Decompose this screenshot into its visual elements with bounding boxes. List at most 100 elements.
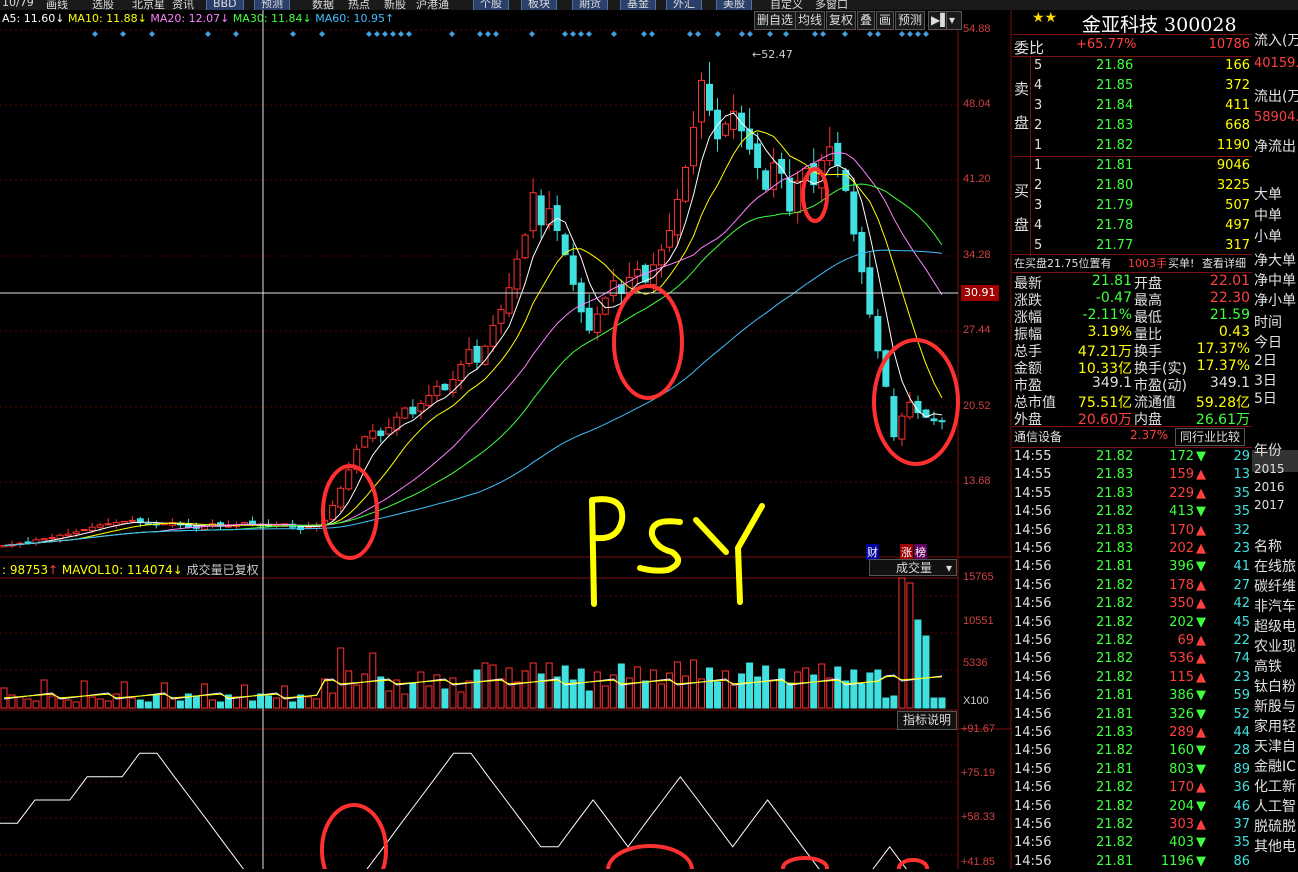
menu-item-10[interactable]: 沪港通 xyxy=(416,0,449,10)
menu-item-2[interactable]: 选股 xyxy=(92,0,114,10)
draw-button[interactable]: 画 xyxy=(876,11,895,30)
fund-flow-item[interactable]: 脱硫脱 xyxy=(1254,819,1296,835)
fund-flow-item[interactable]: 新股与 xyxy=(1254,699,1296,715)
ranking-badge[interactable]: 榜 xyxy=(914,544,927,560)
fund-flow-item[interactable]: 净流出 xyxy=(1254,139,1296,155)
menu-item-7[interactable]: 数据 xyxy=(312,0,334,10)
stat-value: 59.28亿 xyxy=(1195,395,1250,411)
buy-price[interactable]: 21.79 xyxy=(1096,198,1134,213)
sell-price[interactable]: 21.83 xyxy=(1096,118,1134,133)
fund-flow-item[interactable]: 流出(万 xyxy=(1254,89,1298,105)
volume-tick: 5336 xyxy=(963,657,988,669)
volume-bar xyxy=(938,697,946,709)
fund-flow-item[interactable]: 今日 xyxy=(1254,335,1282,351)
fund-flow-item[interactable]: 58904. xyxy=(1254,110,1298,125)
fund-flow-item[interactable]: 高铁 xyxy=(1254,659,1282,675)
forecast-button[interactable]: 预测 xyxy=(895,11,926,30)
candle-body xyxy=(465,349,473,365)
menu-item-8[interactable]: 热点 xyxy=(348,0,370,10)
finance-badge[interactable]: 财 xyxy=(866,544,879,560)
candle-body xyxy=(689,126,697,167)
fund-flow-item[interactable]: 5日 xyxy=(1254,391,1277,407)
menu-item-13[interactable]: 期货 xyxy=(572,0,608,10)
restore-rights-button[interactable]: 复权 xyxy=(826,11,857,30)
fund-flow-item[interactable]: 3日 xyxy=(1254,373,1277,389)
fund-flow-item[interactable]: 2日 xyxy=(1254,353,1277,369)
bid-note-row[interactable]: 在买盘21.75位置有 1003手 买单! 查看详细 xyxy=(1014,257,1246,270)
peer-compare-button[interactable]: 同行业比较 xyxy=(1175,428,1246,446)
limit-up-badge[interactable]: 涨 xyxy=(900,544,913,560)
menu-item-18[interactable]: 多窗口 xyxy=(815,0,848,10)
fund-flow-item[interactable]: 中单 xyxy=(1254,208,1282,224)
fund-flow-item[interactable]: 农业现 xyxy=(1254,639,1296,655)
del-watch-button[interactable]: 删自选 xyxy=(754,11,797,30)
fund-flow-item[interactable]: 时间 xyxy=(1254,315,1282,331)
buy-price[interactable]: 21.81 xyxy=(1096,158,1134,173)
buy-price[interactable]: 21.78 xyxy=(1096,218,1134,233)
menu-item-0[interactable]: 10/79 xyxy=(2,0,34,9)
fund-flow-item[interactable]: 大单 xyxy=(1254,187,1282,203)
fund-flow-item[interactable]: 流入(万 xyxy=(1254,33,1298,49)
fund-flow-item[interactable]: 在线旅 xyxy=(1254,559,1296,575)
candle-body xyxy=(858,231,866,273)
stat-value: 22.30 xyxy=(1209,290,1250,306)
signal-diamond xyxy=(715,31,721,37)
fund-flow-item[interactable]: 人工智 xyxy=(1254,799,1296,815)
fund-flow-item[interactable]: 非汽车 xyxy=(1254,599,1296,615)
tick-volume: 413 xyxy=(1169,504,1194,520)
fund-flow-item[interactable]: 年份 xyxy=(1254,443,1282,459)
candle-body xyxy=(385,427,393,435)
fund-flow-item[interactable]: 2016 xyxy=(1254,480,1285,494)
tick-time: 14:56 xyxy=(1014,577,1052,593)
fund-flow-item[interactable]: 其他电 xyxy=(1254,839,1296,855)
avg-line-button[interactable]: 均线 xyxy=(795,11,826,30)
fund-flow-item[interactable]: 40159. xyxy=(1254,56,1298,71)
menu-item-4[interactable]: 资讯 xyxy=(172,0,194,10)
menu-item-5[interactable]: BBD xyxy=(206,0,244,10)
fund-flow-item[interactable]: 家用轻 xyxy=(1254,719,1296,735)
volume-bar xyxy=(401,693,409,709)
volume-bar xyxy=(810,674,818,709)
fund-flow-item[interactable]: 金融IC xyxy=(1254,759,1296,775)
fund-flow-item[interactable]: 净小单 xyxy=(1254,293,1296,309)
indicator-selector[interactable]: 成交量 ▾ xyxy=(869,559,957,576)
menu-item-14[interactable]: 基金 xyxy=(620,0,656,10)
menu-item-17[interactable]: 自定义 xyxy=(770,0,803,10)
menu-item-16[interactable]: 美股 xyxy=(716,0,752,10)
sell-price[interactable]: 21.82 xyxy=(1096,138,1134,153)
favorite-stars-icon[interactable]: ★★ xyxy=(1032,10,1058,26)
overlay-button[interactable]: 叠 xyxy=(857,11,876,30)
fund-flow-item[interactable]: 超级电 xyxy=(1254,619,1296,635)
fund-flow-item[interactable]: 小单 xyxy=(1254,229,1282,245)
fund-flow-item[interactable]: 碳纤维 xyxy=(1254,579,1296,595)
menu-item-1[interactable]: 画线 xyxy=(46,0,68,10)
menu-item-3[interactable]: 北京星 xyxy=(132,0,165,10)
dropdown-icon[interactable]: ▾ xyxy=(946,11,962,30)
fund-flow-item[interactable]: 净大单 xyxy=(1254,253,1296,269)
arrow-up-icon: ▲ xyxy=(1196,485,1206,501)
fund-flow-item[interactable]: 化工新 xyxy=(1254,779,1296,795)
menu-item-11[interactable]: 个股 xyxy=(473,0,509,10)
sell-price[interactable]: 21.85 xyxy=(1096,78,1134,93)
candle-body xyxy=(305,526,313,529)
fund-flow-item[interactable]: 钛白粉 xyxy=(1254,679,1296,695)
kline-chart[interactable]: PSY xyxy=(0,10,1012,869)
tick-count: 22 xyxy=(1233,633,1250,648)
fund-flow-item[interactable]: 2017 xyxy=(1254,498,1285,512)
fund-flow-item[interactable]: 净中单 xyxy=(1254,273,1296,289)
menu-item-12[interactable]: 板块 xyxy=(521,0,557,10)
buy-price[interactable]: 21.80 xyxy=(1096,178,1134,193)
sell-price[interactable]: 21.84 xyxy=(1096,98,1134,113)
signal-diamond xyxy=(570,31,576,37)
fund-flow-item[interactable]: 2015 xyxy=(1254,462,1285,476)
sell-price[interactable]: 21.86 xyxy=(1096,58,1134,73)
fund-flow-item[interactable]: 名称 xyxy=(1254,539,1282,555)
candle-body xyxy=(529,192,537,232)
fund-flow-item[interactable]: 天津自 xyxy=(1254,739,1296,755)
menu-item-15[interactable]: 外汇 xyxy=(666,0,702,10)
indicator-help-button[interactable]: 指标说明 xyxy=(897,711,957,730)
menu-item-9[interactable]: 新股 xyxy=(384,0,406,10)
menu-item-6[interactable]: 预测 xyxy=(254,0,290,10)
buy-price[interactable]: 21.77 xyxy=(1096,238,1134,253)
volume-bar xyxy=(898,577,906,709)
